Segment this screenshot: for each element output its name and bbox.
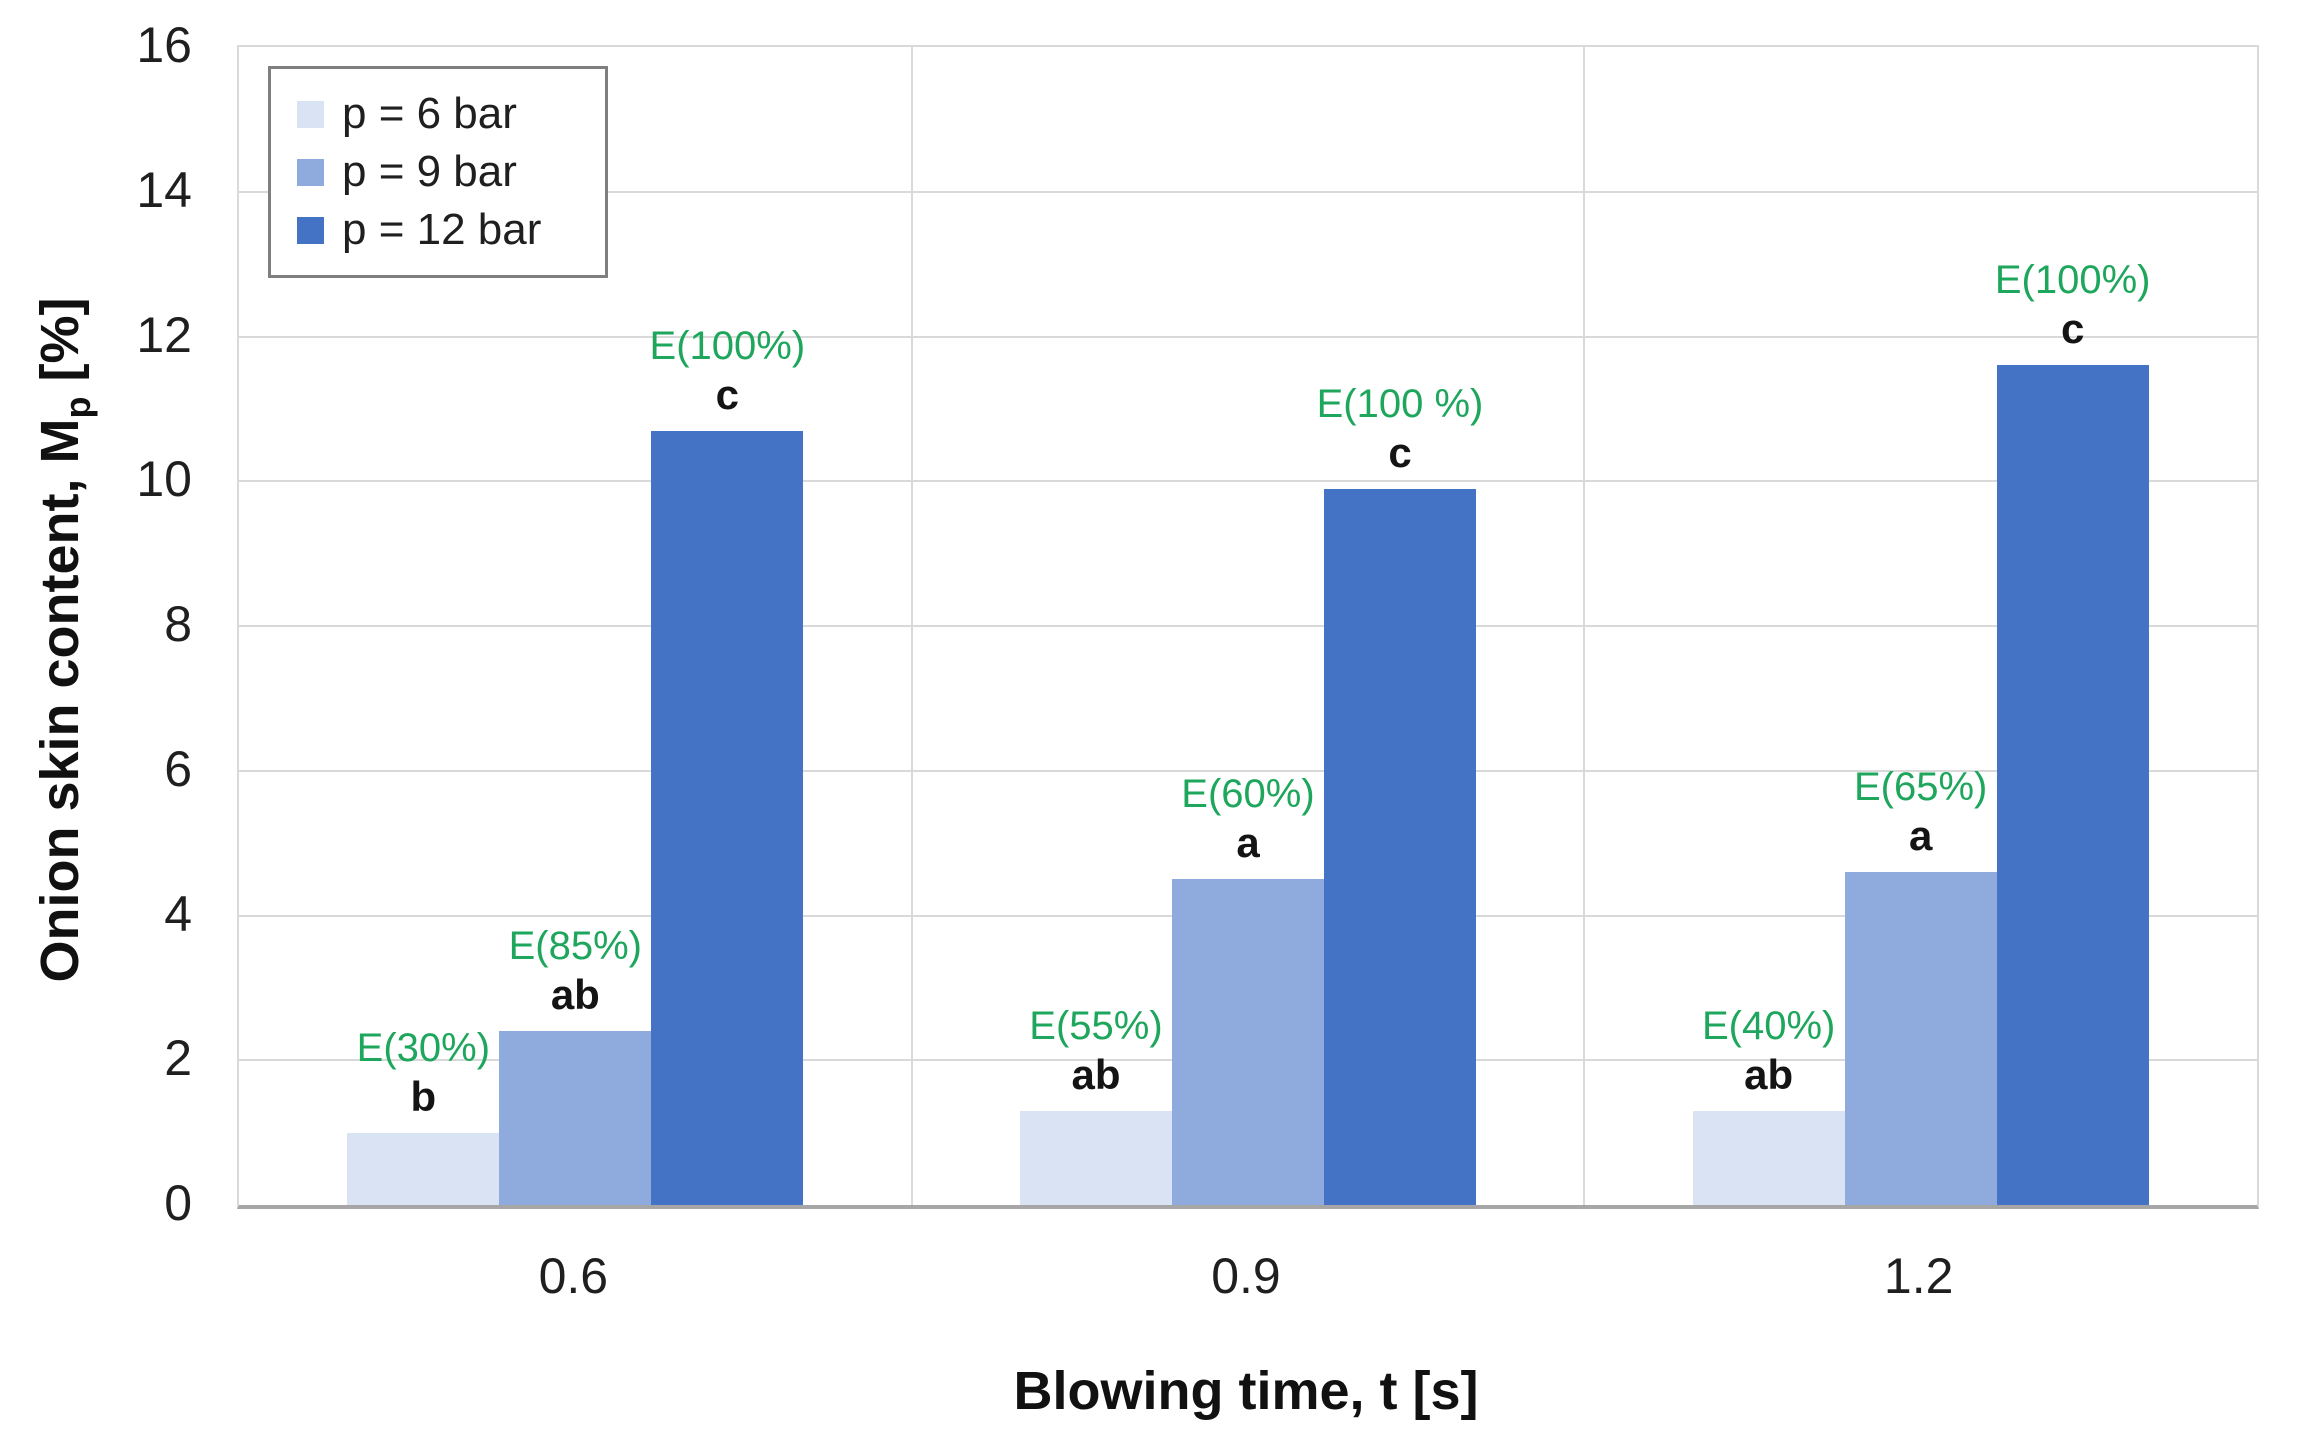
annotation-p=12bar-t0.9: E(100 %) c (1190, 379, 1610, 477)
bar-p=9bar-t1.2 (1844, 872, 1997, 1205)
legend-label-p12: p = 12 bar (342, 205, 542, 254)
bar-p=12bar-t0.6 (651, 430, 804, 1205)
efficiency-label: E(40%) (1701, 1003, 1836, 1048)
legend-swatch-p9-icon (297, 158, 324, 186)
annotation-p=6bar-t1.2: E(40%) ab (1559, 1001, 1979, 1099)
significance-letter: c (715, 370, 739, 418)
gridline-y-14 (239, 190, 2257, 193)
efficiency-label: E(100%) (1994, 258, 2151, 303)
y-tick-8: 8 (164, 596, 192, 652)
x-tick-1.2: 1.2 (1883, 1248, 1954, 1304)
y-tick-6: 6 (164, 740, 192, 797)
annotation-p=6bar-t0.9: E(55%) ab (886, 1001, 1306, 1099)
y-tick-2: 2 (164, 1030, 192, 1087)
bar-p=9bar-t0.6 (499, 1031, 652, 1205)
annotation-p=12bar-t0.6: E(100%) c (517, 321, 937, 419)
annotation-p=6bar-t0.6: E(30%) b (213, 1023, 633, 1121)
gridline-y-6 (239, 769, 2257, 772)
legend-item-p6: p = 6 bar (297, 85, 605, 143)
annotation-p=9bar-t0.9: E(60%) a (1038, 769, 1458, 867)
legend-label-p9: p = 9 bar (342, 147, 517, 196)
annotation-p=9bar-t1.2: E(65%) a (1711, 762, 2131, 860)
annotation-p=12bar-t1.2: E(100%) c (1863, 255, 2283, 353)
bar-p=6bar-t0.9 (1020, 1110, 1172, 1205)
bar-p=12bar-t0.9 (1324, 488, 1476, 1205)
legend: p = 6 bar p = 9 bar p = 12 bar (268, 66, 608, 278)
x-tick-0.9: 0.9 (1211, 1248, 1281, 1304)
efficiency-label: E(55%) (1029, 1003, 1163, 1048)
bar-p=12bar-t1.2 (1996, 365, 2149, 1205)
efficiency-label: E(65%) (1853, 765, 1988, 810)
significance-letter: c (1388, 428, 1412, 476)
category-separator-2 (1583, 47, 1586, 1205)
plot-area: E(30%) b E(55%) ab E(40%) ab E(85%) ab E(60%) a E(… (237, 45, 2259, 1209)
bar-p=9bar-t0.9 (1172, 879, 1324, 1205)
significance-letter: b (410, 1072, 437, 1120)
y-tick-0: 0 (164, 1175, 192, 1231)
y-tick-12: 12 (136, 306, 192, 363)
bar-p=6bar-t0.6 (347, 1132, 500, 1205)
significance-letter: a (1236, 819, 1260, 867)
y-tick-14: 14 (136, 161, 192, 218)
gridline-y-10 (239, 480, 2257, 483)
efficiency-label: E(100%) (649, 323, 806, 368)
gridline-y-12 (239, 335, 2257, 338)
legend-swatch-p12-icon (297, 216, 324, 244)
legend-item-p9: p = 9 bar (297, 143, 605, 201)
efficiency-label: E(60%) (1181, 772, 1315, 817)
bar-p=6bar-t1.2 (1692, 1110, 1845, 1205)
legend-label-p6: p = 6 bar (342, 89, 517, 138)
y-axis-title-subscript: p (56, 396, 98, 419)
x-tick-0.6: 0.6 (538, 1248, 609, 1304)
significance-letter: c (2060, 305, 2085, 353)
x-axis-title: Blowing time, t [s] (1013, 1361, 1479, 1421)
efficiency-label: E(85%) (508, 924, 643, 969)
gridline-y-8 (239, 625, 2257, 627)
y-tick-4: 4 (164, 885, 192, 942)
legend-item-p12: p = 12 bar (297, 201, 605, 259)
y-tick-10: 10 (136, 451, 192, 508)
category-separator-1 (910, 47, 913, 1205)
y-tick-16: 16 (136, 17, 192, 73)
significance-letter: ab (1744, 1050, 1794, 1098)
legend-swatch-p6-icon (297, 100, 324, 128)
significance-letter: a (1908, 812, 1933, 860)
efficiency-label: E(100 %) (1316, 381, 1484, 426)
annotation-p=9bar-t0.6: E(85%) ab (365, 921, 785, 1019)
significance-letter: ab (1071, 1050, 1121, 1098)
significance-letter: ab (550, 971, 600, 1019)
efficiency-label: E(30%) (356, 1025, 491, 1070)
